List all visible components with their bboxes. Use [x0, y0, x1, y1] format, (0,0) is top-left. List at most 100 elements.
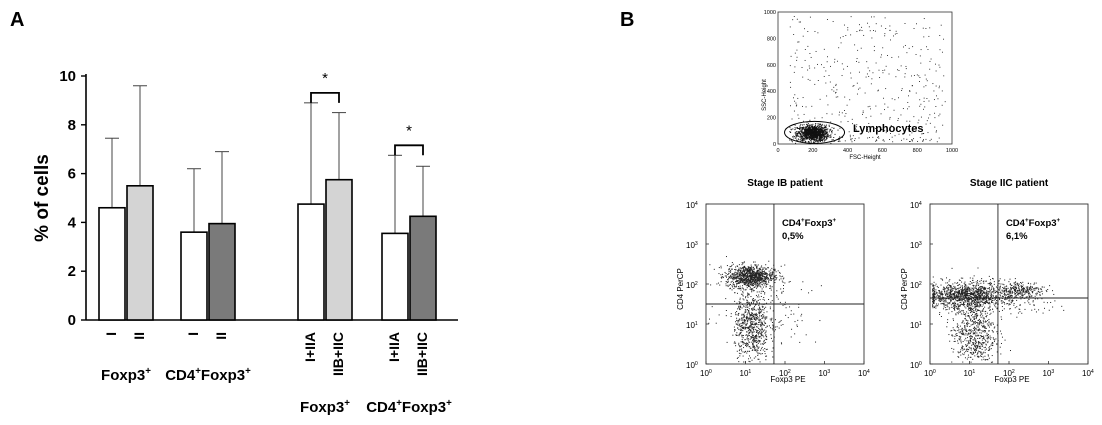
quadrant-dot [780, 265, 782, 267]
quadrant-dot [737, 274, 739, 276]
quadrant-dot [1009, 298, 1011, 300]
gate-dot [859, 29, 861, 31]
quadrant-dot [747, 274, 749, 276]
quadrant-dot [742, 269, 744, 271]
gate-dot [805, 106, 807, 108]
gate-dot [825, 136, 827, 138]
gate-dot [822, 127, 824, 129]
gate-dot [811, 133, 813, 135]
quadrant-dot [950, 291, 952, 293]
quadrant-dot [758, 346, 760, 348]
gate-dot [826, 134, 828, 136]
quadrant-dot [964, 288, 966, 290]
gate-dot [803, 133, 805, 135]
gate-dot [929, 60, 931, 62]
quadrant-dot [741, 273, 743, 275]
quadrant-dot [744, 279, 746, 281]
gate-dot [915, 92, 917, 94]
quadrant-x-axis-label: Foxp3 PE [994, 375, 1029, 384]
quadrant-dot [1021, 287, 1023, 289]
quadrant-dot [745, 350, 747, 352]
gate-dot [804, 131, 806, 133]
quadrant-dot [778, 279, 780, 281]
quadrant-dot [954, 292, 956, 294]
quadrant-dot [973, 292, 975, 294]
quadrant-dot [760, 269, 762, 271]
gate-dot [937, 98, 939, 100]
gate-dot [837, 141, 839, 142]
quadrant-dot [738, 282, 740, 284]
quadrant-dot [751, 276, 753, 278]
quadrant-dot [740, 273, 742, 275]
quadrant-dot [964, 303, 966, 305]
gate-dot [943, 75, 945, 77]
gate-dot [789, 26, 791, 28]
gate-dot [807, 31, 809, 32]
quadrant-dot [744, 269, 746, 271]
gate-dot [816, 134, 818, 136]
gate-dot [879, 77, 881, 79]
quadrant-dot [739, 279, 741, 281]
quadrant-dot [987, 307, 989, 309]
gate-dot [819, 124, 821, 126]
gate-dot [923, 86, 925, 88]
quadrant-dot [751, 291, 753, 293]
quadrant-dot [951, 294, 953, 296]
quadrant-dot [962, 290, 964, 292]
quadrant-dot [737, 308, 739, 310]
quadrant-dot [743, 279, 745, 281]
quadrant-dot [962, 294, 964, 296]
quadrant-dot [948, 303, 950, 305]
gate-dot [789, 81, 791, 83]
quadrant-dot [971, 299, 973, 301]
quadrant-dot [762, 343, 764, 345]
quadrant-dot [757, 352, 759, 354]
quadrant-dot [967, 324, 969, 326]
quadrant-dot [738, 269, 740, 271]
quadrant-dot [932, 290, 934, 292]
quadrant-dot [1031, 295, 1033, 297]
quadrant-dot [946, 287, 948, 289]
gate-dot [802, 134, 804, 136]
gate-dot [797, 127, 799, 129]
quadrant-dot [738, 329, 740, 331]
quadrant-dot [760, 295, 762, 297]
gate-dot [825, 132, 827, 134]
quadrant-dot [971, 282, 973, 284]
quadrant-dot [761, 322, 763, 324]
quadrant-dot [764, 267, 766, 269]
gate-dot [905, 65, 907, 67]
quadrant-dot [740, 293, 742, 295]
quadrant-dot [757, 272, 759, 274]
gate-dot [811, 131, 813, 133]
quadrant-dot [955, 294, 957, 296]
gate-dot [818, 133, 820, 135]
gate-dot [819, 131, 821, 133]
gate-dot [852, 123, 853, 125]
quadrant-dot [959, 305, 961, 307]
quadrant-dot [760, 274, 762, 276]
quadrant-dot [740, 267, 742, 269]
quadrant-dot [762, 298, 764, 300]
gate-dot [824, 131, 826, 133]
quadrant-dot [748, 311, 750, 313]
quadrant-dot [730, 275, 732, 277]
quadrant-dot [960, 288, 962, 290]
quadrant-dot [1031, 291, 1033, 293]
quadrant-dot [744, 265, 746, 267]
quadrant-dot [749, 318, 751, 320]
gate-dot [823, 124, 825, 126]
gate-dot [831, 89, 833, 91]
quadrant-dot [748, 302, 750, 304]
quadrant-dot [957, 300, 959, 302]
quadrant-dot [759, 275, 761, 277]
quadrant-dot [751, 279, 753, 281]
gate-dot [871, 37, 873, 39]
gate-dot [793, 97, 794, 99]
quadrant-dot [950, 288, 952, 290]
quadrant-dot [734, 286, 736, 288]
quadrant-dot [984, 287, 986, 289]
quadrant-dot [1020, 289, 1022, 291]
gate-dot [794, 128, 796, 130]
quadrant-dot [753, 357, 755, 359]
